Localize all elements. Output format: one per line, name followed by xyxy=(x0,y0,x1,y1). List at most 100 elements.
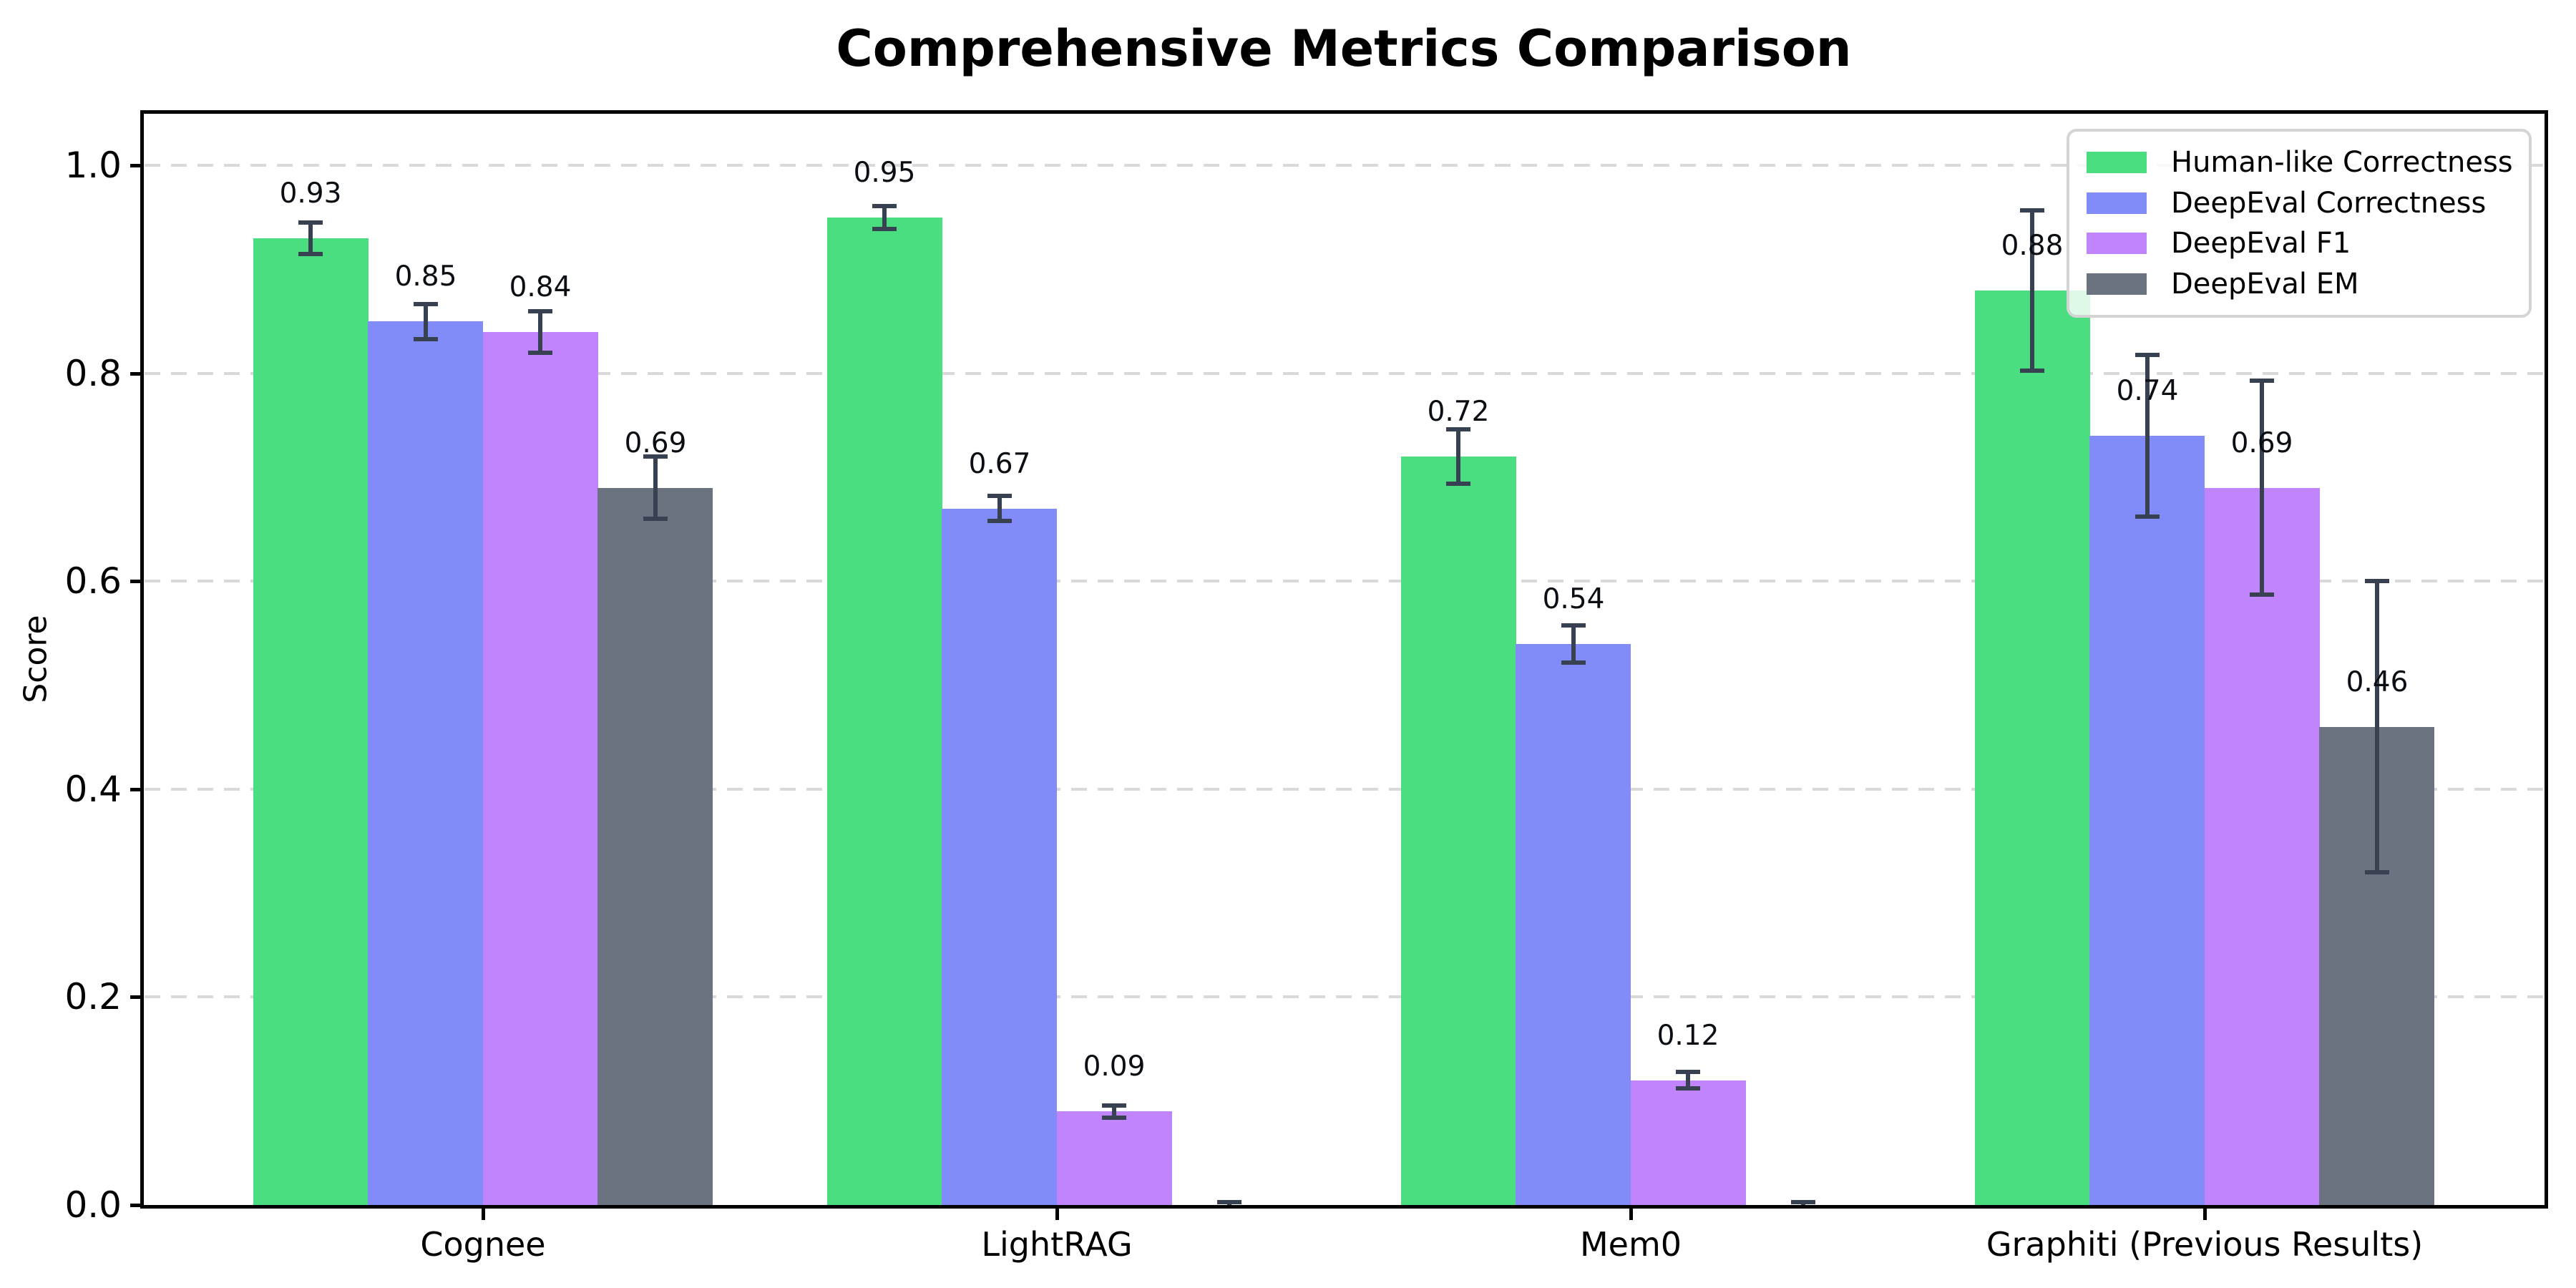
error-bar-cap xyxy=(1446,427,1470,431)
error-bar xyxy=(2260,381,2264,595)
y-tick-label: 0.8 xyxy=(64,353,122,394)
x-tick-mark xyxy=(2203,1207,2207,1220)
gridline xyxy=(145,164,2543,167)
error-bar xyxy=(538,311,542,353)
legend-label: DeepEval Correctness xyxy=(2171,186,2487,220)
error-bar-cap xyxy=(1561,660,1586,665)
error-bar-cap xyxy=(1561,623,1586,628)
x-tick-mark xyxy=(1055,1207,1059,1220)
y-tick-mark xyxy=(130,788,143,791)
bar-value-label: 0.69 xyxy=(2230,427,2293,459)
error-bar-cap xyxy=(643,454,668,459)
error-bar xyxy=(997,496,1002,521)
error-bar-cap xyxy=(1102,1103,1126,1108)
bar xyxy=(253,238,369,1206)
bar-value-label: 0.84 xyxy=(509,271,572,303)
error-bar xyxy=(308,223,313,254)
bar xyxy=(2089,436,2205,1206)
bar xyxy=(2205,488,2320,1206)
error-bar xyxy=(1571,625,1576,663)
bar-value-label: 0.54 xyxy=(1542,583,1605,615)
bar-value-label: 0.85 xyxy=(394,260,457,293)
gridline xyxy=(145,580,2543,582)
error-bar-cap xyxy=(528,309,552,313)
error-bar-cap xyxy=(872,204,897,208)
error-bar xyxy=(653,457,658,519)
error-bar xyxy=(2375,581,2379,872)
y-tick-mark xyxy=(130,1204,143,1207)
error-bar xyxy=(2030,210,2034,371)
error-bar-cap xyxy=(2250,379,2274,383)
error-bar-cap xyxy=(987,519,1012,523)
y-tick-label: 0.0 xyxy=(64,1184,122,1226)
error-bar-cap xyxy=(643,517,668,521)
error-bar xyxy=(1456,429,1460,484)
error-bar xyxy=(424,304,428,339)
bar-value-label: 0.74 xyxy=(2116,375,2179,407)
y-tick-mark xyxy=(130,580,143,583)
legend-label: DeepEval F1 xyxy=(2171,227,2351,260)
bar-value-label: 0.12 xyxy=(1657,1020,1719,1052)
bar-value-label: 0.69 xyxy=(624,427,687,459)
bar-value-label: 0.72 xyxy=(1427,396,1490,428)
error-bar-cap xyxy=(1102,1116,1126,1120)
error-bar xyxy=(882,206,887,229)
legend-swatch xyxy=(2087,192,2147,214)
error-bar-cap xyxy=(872,227,897,231)
bar xyxy=(1401,457,1516,1206)
bar-value-label: 0.67 xyxy=(968,448,1031,480)
error-bar-cap xyxy=(2135,353,2160,357)
y-tick-mark xyxy=(130,164,143,167)
error-bar-cap xyxy=(1217,1200,1241,1204)
bar xyxy=(1516,644,1631,1206)
axis-spine-bottom xyxy=(140,1205,2548,1209)
error-bar-cap xyxy=(1791,1200,1815,1204)
error-bar-cap xyxy=(987,494,1012,498)
error-bar-cap xyxy=(2250,592,2274,597)
bar-value-label: 0.09 xyxy=(1083,1050,1146,1083)
error-bar-cap xyxy=(1676,1070,1700,1074)
x-tick-label: Cognee xyxy=(420,1225,546,1264)
y-tick-mark xyxy=(130,372,143,376)
legend-item: DeepEval Correctness xyxy=(2087,185,2512,221)
chart-title: Comprehensive Metrics Comparison xyxy=(836,19,1852,78)
bar-value-label: 0.88 xyxy=(2001,230,2064,262)
error-bar-cap xyxy=(2365,579,2389,583)
y-tick-label: 0.4 xyxy=(64,769,122,810)
error-bar-cap xyxy=(414,302,438,306)
bar xyxy=(827,218,942,1206)
axis-spine-left xyxy=(140,110,144,1209)
legend-item: Human-like Correctness xyxy=(2087,145,2513,180)
error-bar-cap xyxy=(2020,208,2044,213)
error-bar xyxy=(1686,1072,1690,1088)
legend-label: DeepEval EM xyxy=(2171,267,2359,301)
legend-item: DeepEval F1 xyxy=(2087,225,2512,261)
error-bar-cap xyxy=(298,220,323,225)
bar xyxy=(483,332,598,1206)
error-bar-cap xyxy=(298,252,323,256)
gridline xyxy=(145,788,2543,791)
bar-value-label: 0.95 xyxy=(853,157,916,189)
legend-swatch xyxy=(2087,233,2147,255)
bar xyxy=(1975,291,2090,1206)
x-tick-label: Mem0 xyxy=(1579,1225,1682,1264)
error-bar-cap xyxy=(2020,369,2044,373)
error-bar-cap xyxy=(2135,514,2160,519)
axis-spine-right xyxy=(2545,110,2548,1209)
y-tick-label: 0.6 xyxy=(64,560,122,602)
gridline xyxy=(145,372,2543,375)
bar-value-label: 0.93 xyxy=(279,177,342,210)
x-tick-mark xyxy=(1629,1207,1633,1220)
legend: Human-like Correctness DeepEval Correctne… xyxy=(2067,129,2532,318)
y-tick-label: 1.0 xyxy=(64,145,122,186)
x-tick-mark xyxy=(482,1207,485,1220)
axis-spine-top xyxy=(140,110,2548,114)
legend-swatch xyxy=(2087,152,2147,173)
y-tick-mark xyxy=(130,995,143,999)
x-tick-label: Graphiti (Previous Results) xyxy=(1986,1225,2424,1264)
error-bar xyxy=(2145,355,2150,517)
bar-value-label: 0.46 xyxy=(2346,666,2409,698)
gridline xyxy=(145,995,2543,998)
legend-label: Human-like Correctness xyxy=(2171,146,2513,179)
